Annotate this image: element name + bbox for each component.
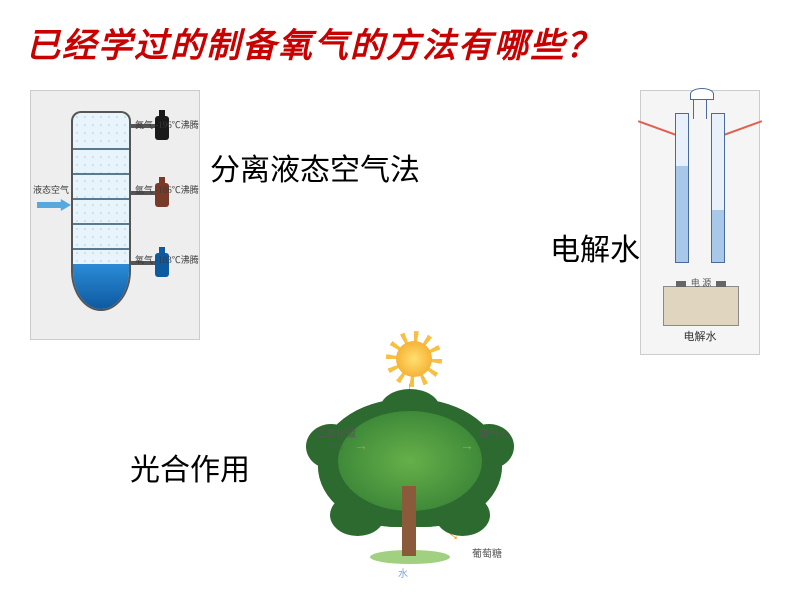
sun-icon [396, 341, 432, 377]
column-tray [73, 173, 129, 175]
power-supply-icon: 电 源 [663, 286, 739, 326]
wire-icon [638, 120, 676, 136]
column-tray [73, 223, 129, 225]
column-tray [73, 148, 129, 150]
column-tray [73, 248, 129, 250]
outlet-label-nitrogen: 氮气 -196℃沸腾 [135, 118, 199, 131]
outlet-label-argon: 氩气 -186℃沸腾 [135, 183, 199, 196]
label-o2-sub: O₂ [501, 430, 510, 439]
column-liquid [73, 264, 129, 309]
column-tray [73, 198, 129, 200]
inlet-label: 液态空气 [33, 183, 69, 196]
inlet-arrow-icon [37, 199, 71, 211]
label-o2-text: 氧气 [479, 429, 499, 440]
electrolysis-diagram: 电 源 电解水 [640, 90, 760, 355]
arrow-in-icon: → [354, 437, 368, 453]
label-co2: 二氧化碳 CO₂ [316, 425, 356, 451]
page-title: 已经学过的制备氧气的方法有哪些？ [26, 18, 602, 67]
outlet-label-oxygen: 氧气 -183℃沸腾 [135, 253, 199, 266]
label-water: 水 [398, 565, 408, 580]
arrow-out-icon: → [460, 437, 474, 453]
method-label-distillation: 分离液态空气法 [210, 145, 420, 189]
photosynthesis-diagram: ↓ 阳光 二氧化碳 CO₂ → 氧气 O₂ → → 葡萄糖 水 [300, 339, 520, 584]
electrolysis-tube-left [675, 113, 689, 263]
electrolysis-caption: 电解水 [641, 328, 759, 344]
label-o2: 氧气 O₂ [479, 425, 510, 440]
label-co2-sub: CO₂ [329, 441, 343, 450]
electrolysis-tube-right [711, 113, 725, 263]
power-supply-label: 电 源 [664, 276, 738, 289]
method-label-photosynthesis: 光合作用 [130, 445, 250, 489]
distillation-diagram: 液态空气 氮气 -196℃沸腾 氩气 -186℃沸腾 氧气 -183℃沸腾 [30, 90, 200, 340]
wire-icon [724, 120, 762, 136]
method-label-electrolysis: 电解水 [550, 225, 640, 269]
gas-column [676, 166, 688, 262]
label-co2-text: 二氧化碳 [316, 429, 356, 440]
tree-trunk [402, 486, 416, 556]
distillation-column [71, 111, 131, 311]
funnel-icon [693, 97, 707, 119]
gas-column [712, 210, 724, 262]
label-glucose: 葡萄糖 [472, 545, 502, 560]
